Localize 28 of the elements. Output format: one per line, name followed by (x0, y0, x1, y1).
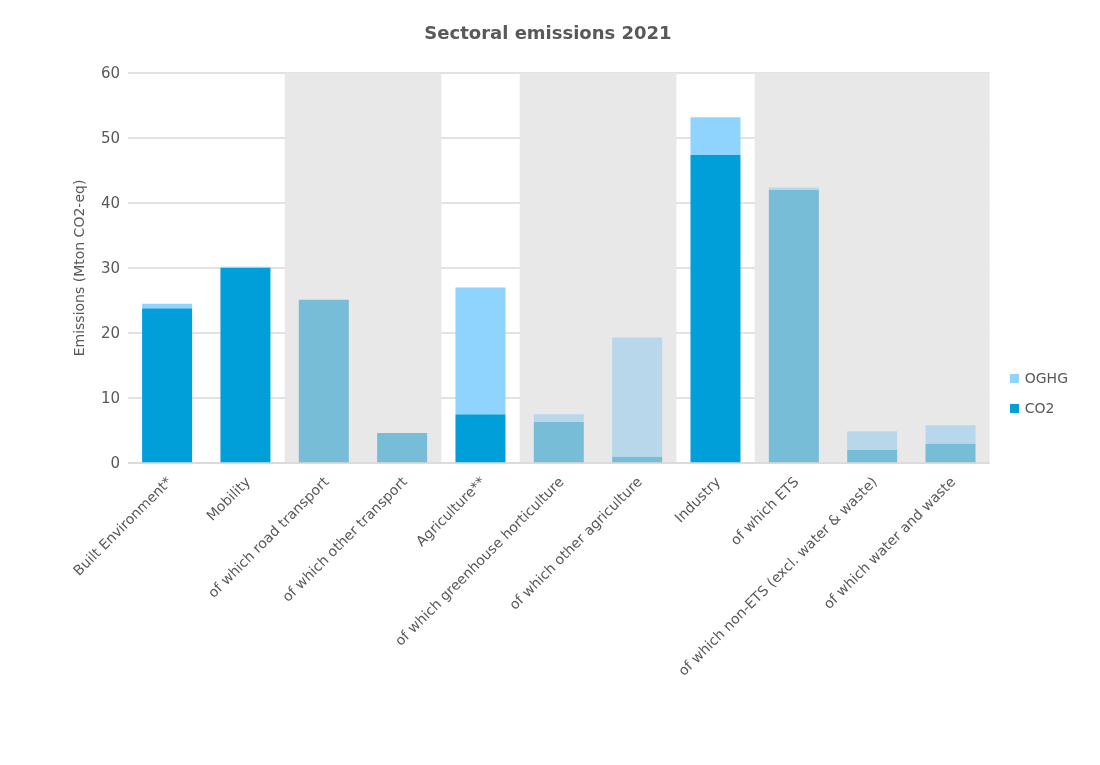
y-tick-label: 30 (100, 259, 120, 278)
bar (925, 443, 976, 463)
bar (455, 287, 506, 415)
bar (455, 414, 506, 463)
bar (690, 154, 741, 463)
chart-title: Sectoral emissions 2021 (423, 22, 673, 43)
bar (847, 450, 898, 463)
bar (533, 414, 584, 423)
bar (220, 268, 271, 463)
y-tick-label: 20 (100, 324, 120, 343)
bar (533, 422, 584, 463)
legend-label: CO2 (1024, 400, 1055, 416)
bar (847, 431, 898, 450)
y-axis-title: Emissions (Mton CO2-eq) (70, 179, 87, 357)
bar (768, 190, 819, 463)
bar (142, 308, 193, 463)
bar (298, 299, 349, 463)
bar (925, 425, 976, 444)
y-tick-label: 0 (110, 454, 120, 473)
y-tick-label: 40 (100, 194, 120, 213)
y-tick-label: 50 (100, 129, 120, 148)
bar (690, 117, 741, 155)
y-tick-label: 10 (100, 389, 120, 408)
bar (768, 187, 819, 190)
y-tick-label: 60 (100, 64, 120, 83)
bar (377, 433, 428, 463)
legend-label: OGHG (1024, 370, 1068, 386)
bar (612, 337, 663, 457)
